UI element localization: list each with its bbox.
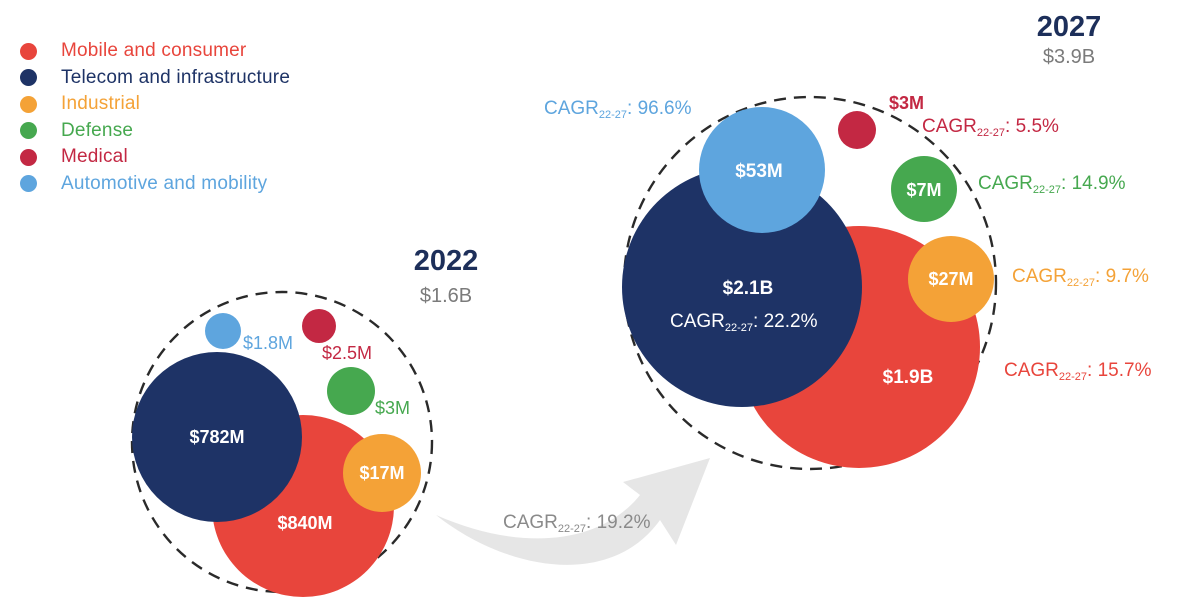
cagr-prefix: CAGR <box>1012 266 1067 287</box>
bubble-2027-medical <box>838 111 876 149</box>
legend-label-industrial: Industrial <box>61 93 141 115</box>
label-2022-medical: $2.5M <box>322 343 372 363</box>
label-2027-medical: $3M <box>889 93 924 113</box>
legend-swatch-medical <box>20 148 37 166</box>
cagr-2027-mobile: CAGR22-27: 15.7% <box>1004 360 1152 383</box>
cagr-overall: CAGR22-27: 19.2% <box>503 512 651 535</box>
bubble-2027-industrial <box>908 236 994 322</box>
cagr-prefix: CAGR <box>503 512 558 533</box>
label-2022-automotive: $1.8M <box>243 333 293 353</box>
legend-item-medical: Medical <box>20 144 290 171</box>
cagr-period: 22-27 <box>977 127 1005 139</box>
legend-label-automotive: Automotive and mobility <box>61 172 268 194</box>
legend-item-defense: Defense <box>20 118 290 145</box>
cagr-value: : 5.5% <box>1005 116 1059 137</box>
year-2022: 2022 <box>414 245 479 277</box>
label-2027-mobile: $1.9B <box>883 367 934 388</box>
legend-label-medical: Medical <box>61 146 128 168</box>
cagr-value: : 96.6% <box>627 98 692 119</box>
bubble-2022-industrial <box>343 434 421 512</box>
cagr-prefix: CAGR <box>670 311 725 332</box>
label-2027-telecom: $2.1B <box>723 278 774 299</box>
legend-item-automotive: Automotive and mobility <box>20 171 290 198</box>
cagr-prefix: CAGR <box>1004 360 1059 381</box>
total-2022: $1.6B <box>420 285 472 307</box>
cagr-2027-automotive: CAGR22-27: 96.6% <box>544 98 692 121</box>
cagr-prefix: CAGR <box>922 116 977 137</box>
legend-label-mobile: Mobile and consumer <box>61 40 247 62</box>
cagr-value: : 15.7% <box>1087 360 1152 381</box>
cagr-period: 22-27 <box>1033 184 1061 196</box>
bubble-2022-telecom <box>132 352 302 522</box>
cagr-value: : 22.2% <box>753 311 818 332</box>
label-2027-automotive: $53M <box>735 161 783 182</box>
year-2027: 2027 <box>1037 11 1102 43</box>
cagr-2027-telecom: CAGR22-27: 22.2% <box>670 311 818 334</box>
growth-arrow <box>436 458 710 565</box>
label-2027-industrial: $27M <box>928 269 973 289</box>
legend-label-defense: Defense <box>61 119 134 141</box>
label-2022-industrial: $17M <box>359 463 404 483</box>
legend-swatch-mobile <box>20 42 37 60</box>
bubble-2027-automotive <box>699 107 825 233</box>
legend-label-telecom: Telecom and infrastructure <box>61 66 291 88</box>
cagr-period: 22-27 <box>1067 277 1095 289</box>
bubble-2022-automotive <box>205 313 241 349</box>
cagr-period: 22-27 <box>1059 371 1087 383</box>
label-2027-defense: $7M <box>906 180 941 200</box>
legend-item-telecom: Telecom and infrastructure <box>20 65 290 92</box>
cagr-2027-industrial: CAGR22-27: 9.7% <box>1012 266 1149 289</box>
legend-item-industrial: Industrial <box>20 91 290 118</box>
cagr-value: : 9.7% <box>1095 266 1149 287</box>
bubble-2022-medical <box>302 309 336 343</box>
bubble-2027-defense <box>891 156 957 222</box>
cagr-2027-defense: CAGR22-27: 14.9% <box>978 173 1126 196</box>
cagr-period: 22-27 <box>558 523 586 535</box>
legend: Mobile and consumer Telecom and infrastr… <box>20 38 290 197</box>
legend-swatch-industrial <box>20 95 37 113</box>
cagr-2027-medical: CAGR22-27: 5.5% <box>922 116 1059 139</box>
cagr-prefix: CAGR <box>544 98 599 119</box>
cluster-2022-boundary <box>130 290 434 594</box>
total-2027: $3.9B <box>1043 46 1095 68</box>
cagr-period: 22-27 <box>725 322 753 334</box>
bubble-2027-telecom <box>622 167 862 407</box>
label-2022-telecom: $782M <box>189 427 244 447</box>
cagr-value: : 14.9% <box>1061 173 1126 194</box>
legend-item-mobile: Mobile and consumer <box>20 38 290 65</box>
cagr-value: : 19.2% <box>586 512 651 533</box>
label-2022-defense: $3M <box>375 398 410 418</box>
cagr-prefix: CAGR <box>978 173 1033 194</box>
cagr-period: 22-27 <box>599 109 627 121</box>
label-2022-mobile: $840M <box>277 513 332 533</box>
legend-swatch-telecom <box>20 69 37 87</box>
legend-swatch-defense <box>20 122 37 140</box>
legend-swatch-automotive <box>20 175 37 193</box>
bubble-2022-defense <box>327 367 375 415</box>
